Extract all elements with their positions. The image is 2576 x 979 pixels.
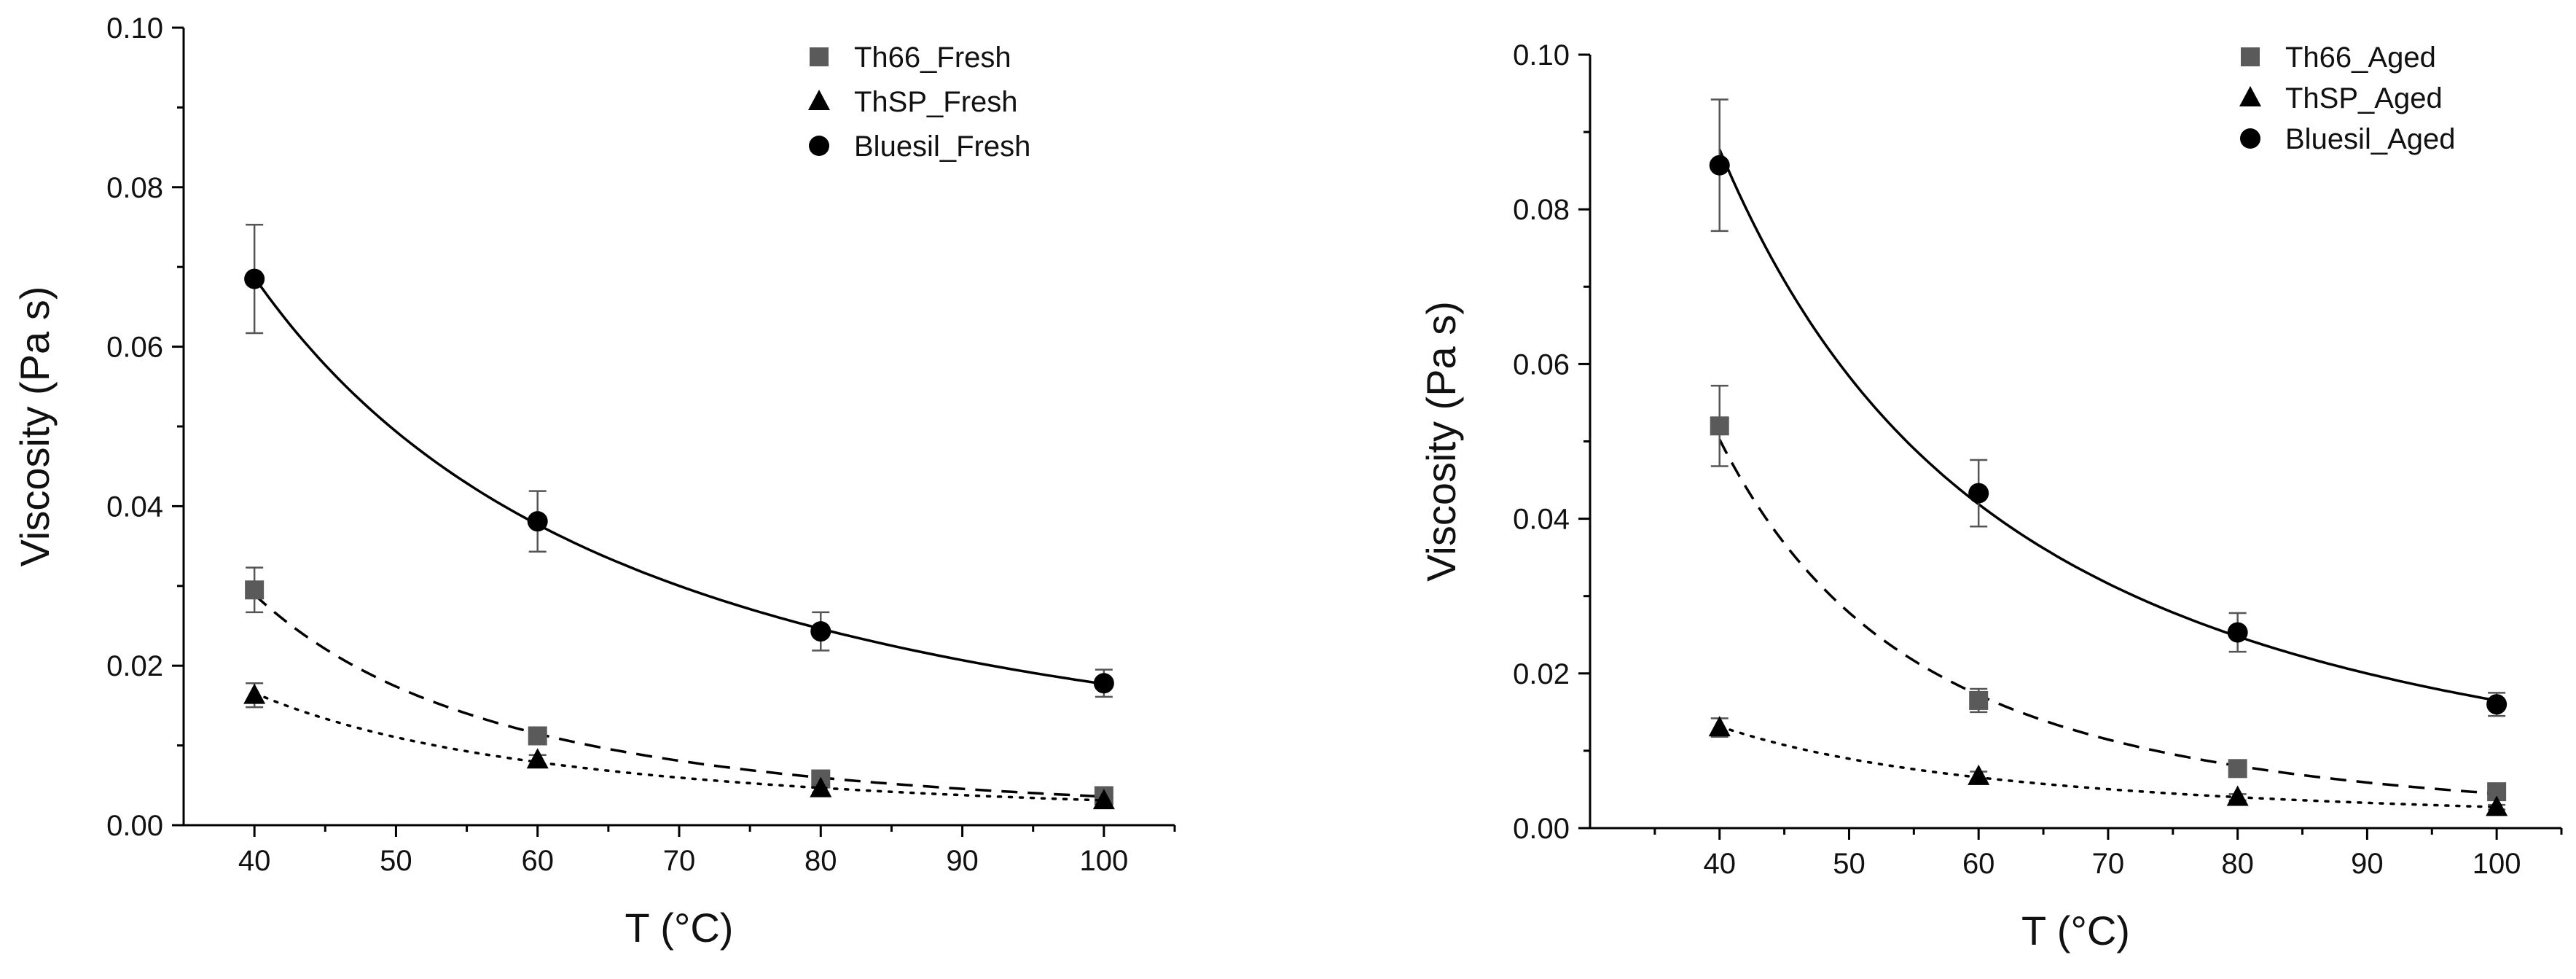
data-point-ThSP_Aged — [1968, 764, 1990, 785]
x-tick-label: 90 — [2351, 848, 2384, 880]
x-axis-title: T (°C) — [2021, 908, 2130, 953]
series-Bluesil_Fresh — [244, 223, 1114, 698]
y-axis-title: Viscosity (Pa s) — [12, 286, 58, 567]
legend-label: Bluesil_Aged — [2285, 123, 2456, 155]
data-point-Th66_Aged — [1969, 690, 1989, 710]
legend-label: Th66_Aged — [2285, 42, 2436, 74]
x-tick-label: 60 — [1962, 848, 1995, 880]
x-tick-label: 80 — [804, 845, 837, 877]
x-tick-label: 70 — [2092, 848, 2125, 880]
data-point-Bluesil_Aged — [2227, 622, 2248, 643]
legend-marker-ThSP_Aged — [2239, 86, 2261, 106]
data-point-ThSP_Aged — [2486, 795, 2508, 816]
data-point-Bluesil_Fresh — [1093, 673, 1114, 694]
x-tick-label: 100 — [2473, 848, 2521, 880]
data-point-Bluesil_Fresh — [244, 268, 265, 289]
x-tick-label: 40 — [238, 845, 271, 877]
data-point-ThSP_Aged — [2226, 785, 2249, 806]
legend-label: Th66_Fresh — [854, 42, 1011, 74]
fit-curve-Bluesil_Aged — [1718, 149, 2497, 702]
y-tick-label: 0.04 — [106, 491, 163, 523]
x-tick-label: 50 — [1833, 848, 1866, 880]
data-point-ThSP_Fresh — [526, 748, 549, 769]
y-tick-label: 0.10 — [106, 12, 163, 44]
legend-marker-Bluesil_Fresh — [809, 136, 829, 156]
fit-curve-Th66_Fresh — [253, 593, 1104, 798]
y-tick-label: 0.08 — [106, 172, 163, 204]
y-tick-label: 0.04 — [1513, 504, 1570, 536]
data-point-Th66_Fresh — [245, 580, 265, 600]
chart-aged: 40 50 60 70 80 90 100 0.00 0.02 0.04 0.06 0.08 0.10 T… — [1418, 39, 2563, 953]
chart-fresh: 40 50 60 70 80 90 100 0.00 0.02 0.04 0.06 0.08 0.10 T… — [12, 12, 1176, 951]
data-point-ThSP_Fresh — [243, 683, 266, 704]
x-tick-label: 70 — [663, 845, 696, 877]
data-point-Th66_Fresh — [528, 726, 547, 746]
data-point-Th66_Aged — [1710, 416, 1729, 436]
legend-marker-ThSP_Fresh — [808, 90, 830, 110]
x-tick-label: 60 — [521, 845, 554, 877]
y-tick-label: 0.10 — [1513, 39, 1570, 71]
data-point-Bluesil_Aged — [2486, 694, 2508, 715]
y-tick-label: 0.00 — [106, 810, 163, 842]
x-tick-label: 80 — [2221, 848, 2254, 880]
data-point-ThSP_Fresh — [810, 776, 832, 797]
data-point-ThSP_Fresh — [1092, 789, 1115, 810]
y-tick-label: 0.08 — [1513, 194, 1570, 226]
data-point-Bluesil_Aged — [1709, 155, 1730, 176]
legend-label: Bluesil_Fresh — [854, 130, 1030, 163]
fit-curve-ThSP_Aged — [1718, 725, 2498, 808]
fit-curve-ThSP_Fresh — [253, 691, 1105, 802]
y-tick-label: 0.06 — [106, 332, 163, 364]
legend-marker-Th66_Fresh — [810, 47, 829, 66]
fit-curve-Bluesil_Fresh — [253, 276, 1105, 686]
legend: Th66_Fresh ThSP_Fresh Bluesil_Fresh — [808, 42, 1030, 163]
x-axis-title: T (°C) — [625, 905, 734, 951]
fit-curve-Th66_Aged — [1718, 438, 2497, 795]
y-tick-label: 0.02 — [1513, 658, 1570, 690]
y-tick-label: 0.00 — [1513, 813, 1570, 845]
data-point-Bluesil_Aged — [1968, 483, 1989, 504]
y-axis-title: Viscosity (Pa s) — [1418, 301, 1464, 582]
data-point-Bluesil_Fresh — [527, 511, 548, 532]
x-tick-label: 90 — [946, 845, 979, 877]
data-point-Th66_Aged — [2228, 759, 2247, 779]
y-tick-label: 0.06 — [1513, 348, 1570, 381]
series-ThSP_Fresh — [243, 682, 1115, 810]
legend-label: ThSP_Fresh — [854, 86, 1018, 118]
x-tick-label: 100 — [1079, 845, 1128, 877]
series-Bluesil_Aged — [1709, 98, 2508, 717]
data-point-ThSP_Aged — [1708, 716, 1731, 737]
y-tick-label: 0.02 — [106, 650, 163, 682]
legend-marker-Th66_Aged — [2241, 47, 2260, 66]
series-ThSP_Aged — [1708, 716, 2508, 816]
x-tick-label: 50 — [380, 845, 412, 877]
legend-label: ThSP_Aged — [2285, 82, 2443, 114]
x-tick-label: 40 — [1703, 848, 1736, 880]
series-Th66_Fresh — [245, 566, 1113, 806]
series-Th66_Aged — [1710, 384, 2507, 802]
legend: Th66_Aged ThSP_Aged Bluesil_Aged — [2239, 42, 2456, 155]
data-point-Bluesil_Fresh — [810, 621, 831, 642]
legend-marker-Bluesil_Aged — [2240, 128, 2260, 149]
